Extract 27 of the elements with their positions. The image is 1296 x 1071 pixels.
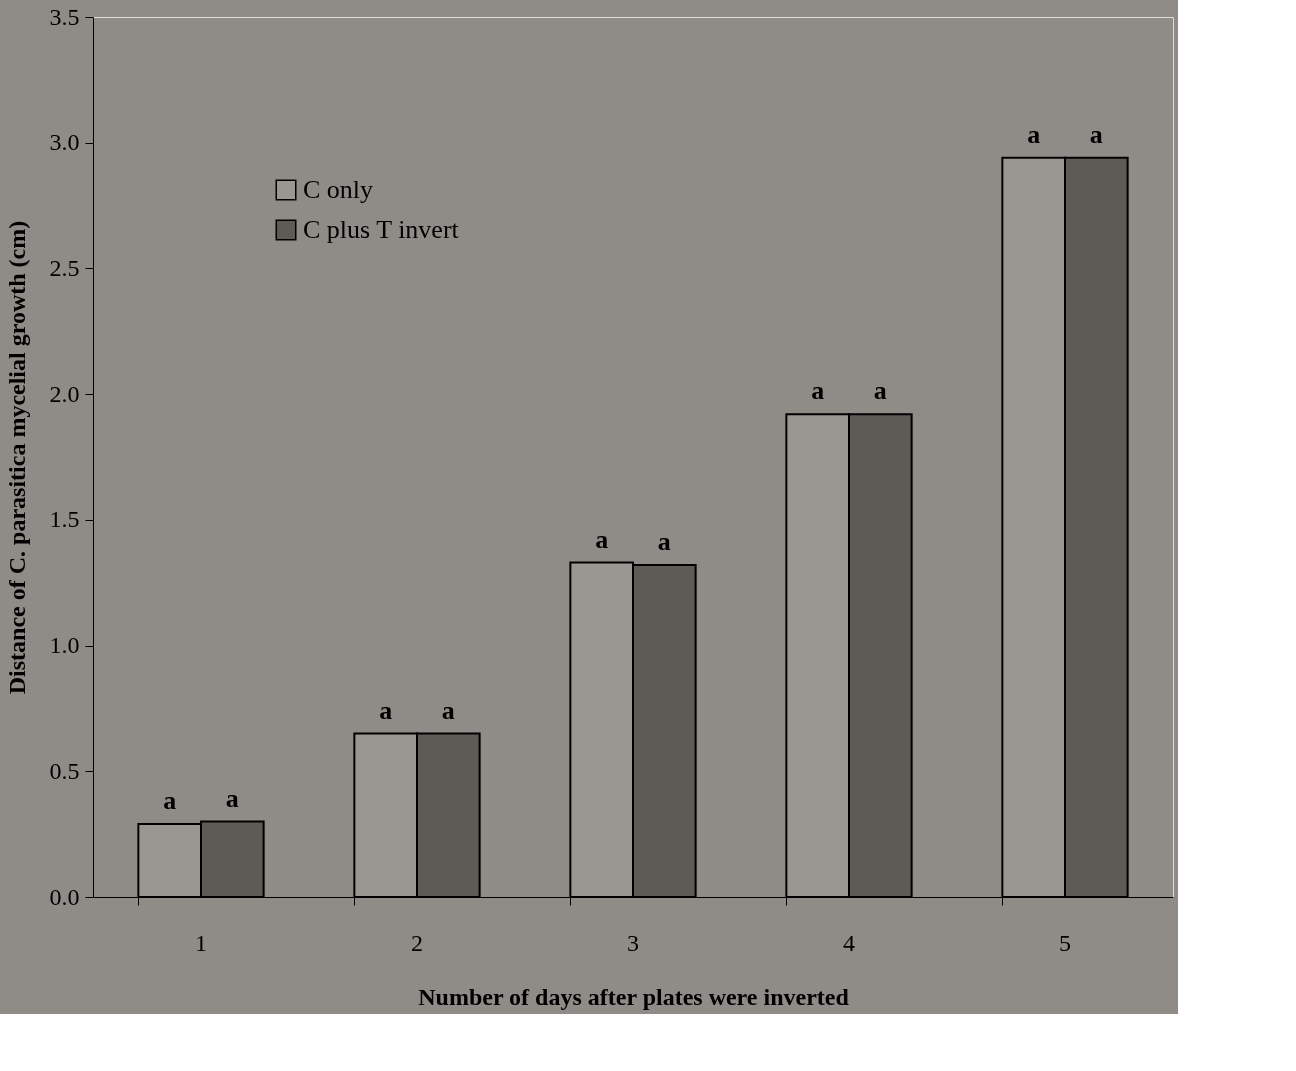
y-tick-label: 0.5 [49, 757, 80, 784]
annotation: a [873, 376, 887, 406]
y-tick-label: 1.0 [49, 632, 80, 659]
y-tick-label: 3.5 [49, 3, 80, 30]
y-axis-title: Distance of C. parasitica mycelial growth (cm) [3, 220, 30, 695]
annotation: a [595, 524, 609, 554]
y-tick-label: 0.0 [49, 883, 80, 910]
x-tick-label: 4 [843, 929, 855, 956]
legend-label: C plus T invert [303, 215, 460, 244]
annotation: a [441, 695, 455, 725]
annotation: a [163, 786, 177, 816]
x-tick-label: 1 [195, 929, 207, 956]
annotation: a [225, 783, 239, 813]
y-tick-label: 3.0 [49, 129, 80, 156]
annotation: a [811, 376, 825, 406]
y-tick-label: 1.5 [49, 506, 80, 533]
annotation: a [1089, 119, 1103, 149]
y-tick-label: 2.0 [49, 380, 80, 407]
annotation: a [657, 527, 671, 557]
x-tick-label: 5 [1059, 929, 1071, 956]
legend-label: C only [303, 175, 374, 204]
annotation: a [1027, 119, 1041, 149]
x-axis-title: Number of days after plates were inverted [418, 983, 850, 1010]
x-tick-label: 2 [411, 929, 423, 956]
x-tick-label: 3 [627, 929, 639, 956]
annotation: a [379, 695, 393, 725]
y-tick-label: 2.5 [49, 254, 80, 281]
